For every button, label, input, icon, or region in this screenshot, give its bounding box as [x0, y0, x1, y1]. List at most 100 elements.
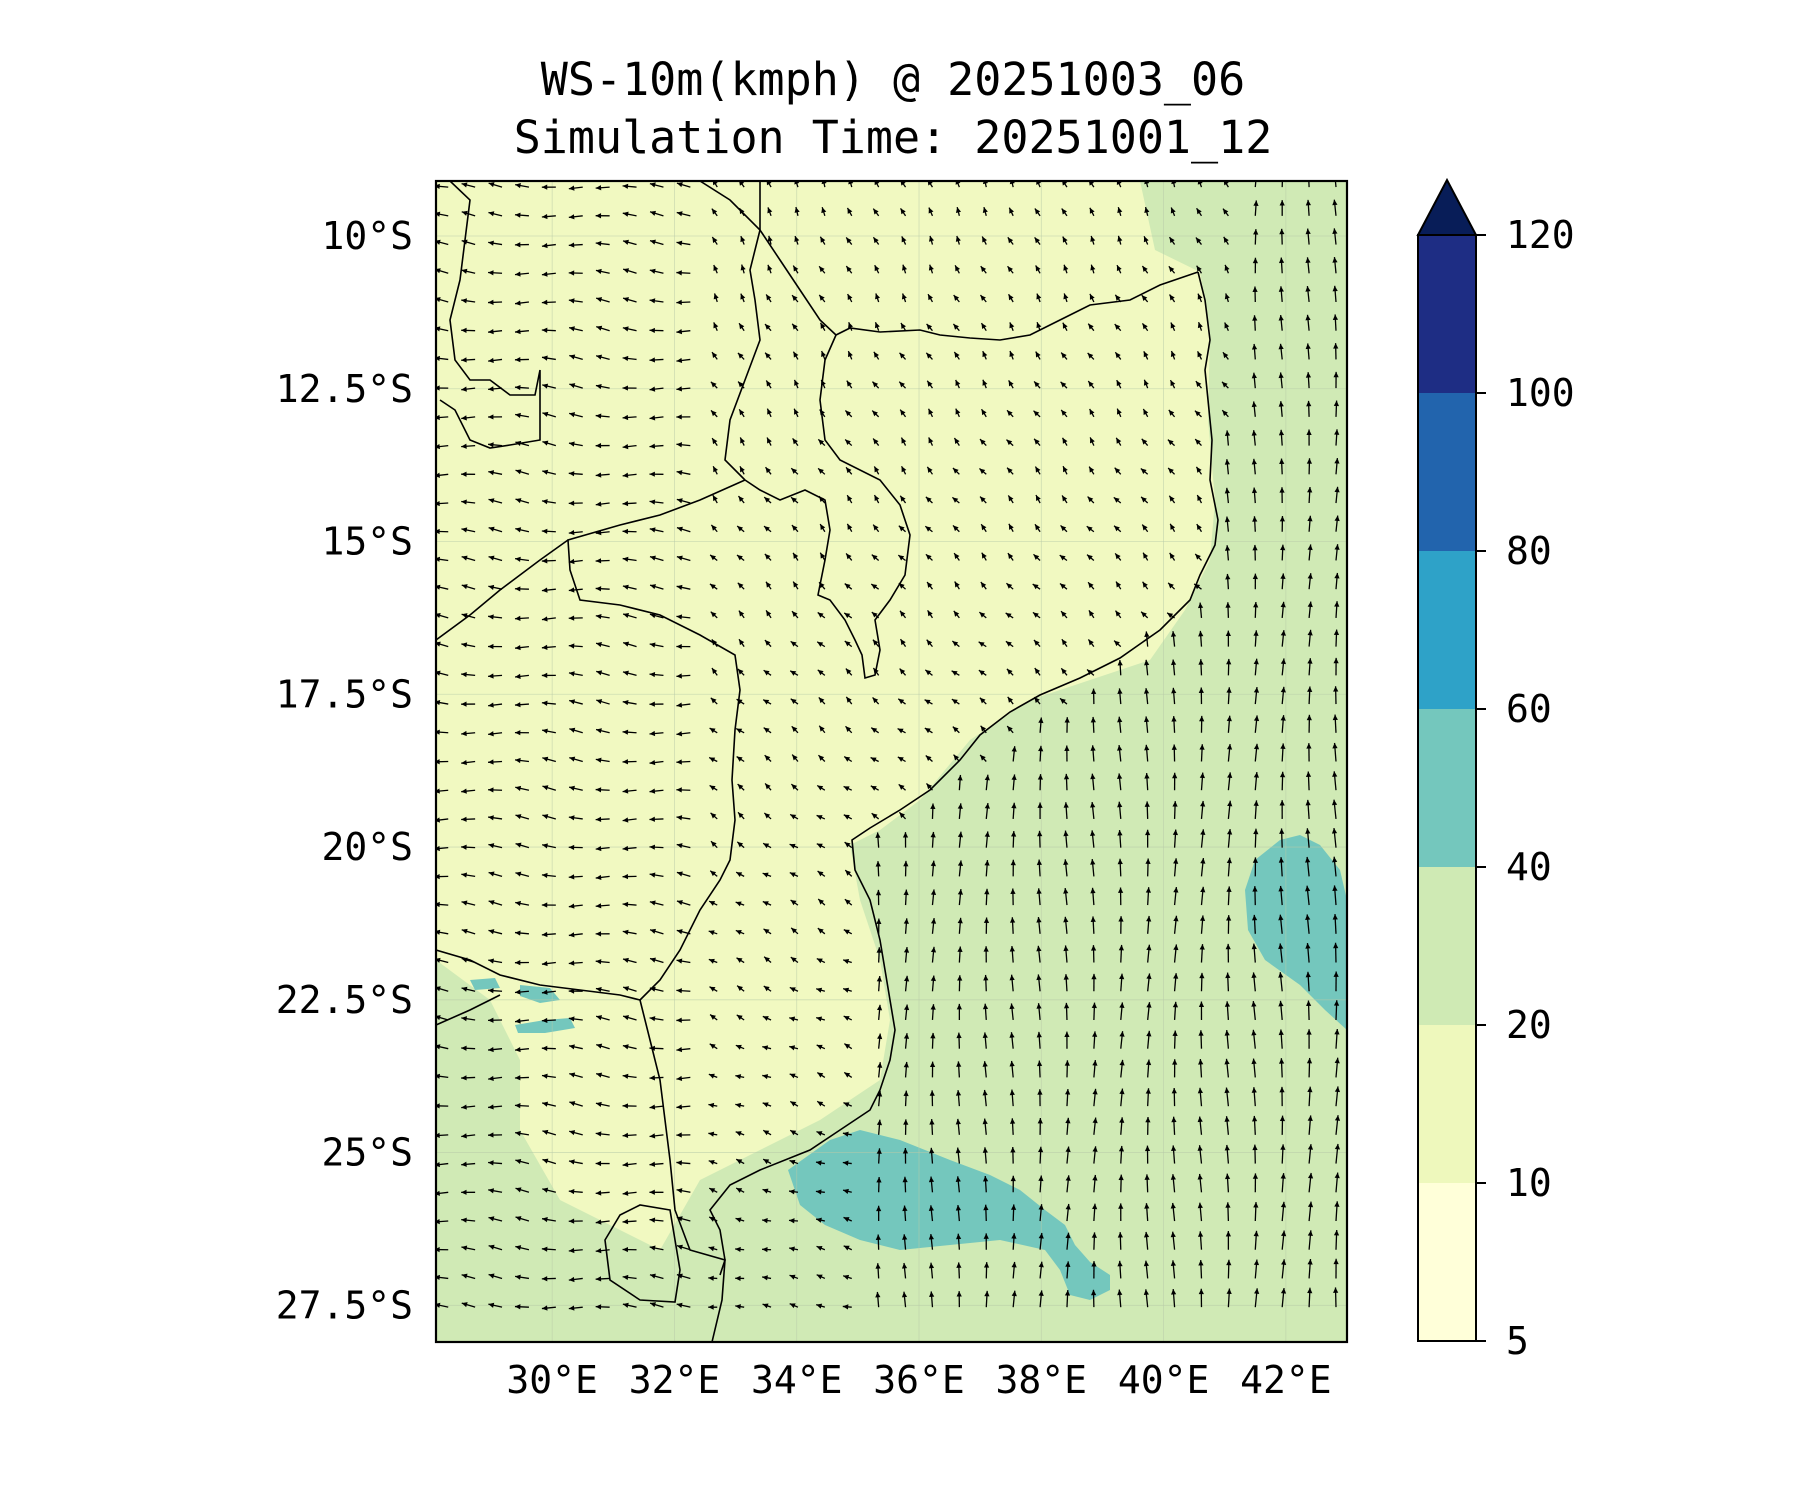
wind-vector-arrow — [622, 472, 637, 478]
wind-vector-arrow — [1278, 286, 1284, 303]
wind-vector-arrow — [1088, 610, 1095, 619]
wind-vector-arrow — [1225, 630, 1231, 647]
wind-vector-arrow — [1334, 515, 1340, 532]
wind-vector-arrow — [649, 239, 664, 246]
wind-vector-arrow — [1006, 668, 1014, 676]
wind-vector-arrow — [764, 783, 772, 791]
wind-vector-arrow — [1280, 601, 1286, 618]
wind-vector-arrow — [622, 1218, 637, 1225]
wind-vector-arrow — [789, 1016, 799, 1022]
wind-vectors — [436, 181, 1341, 1311]
wind-vector-arrow — [791, 610, 799, 619]
wind-vector-arrow — [1115, 581, 1122, 590]
wind-speed-fills — [436, 181, 1347, 1300]
wind-vector-arrow — [1007, 552, 1014, 561]
wind-vector-arrow — [1305, 943, 1311, 963]
wind-vector-arrow — [790, 899, 799, 906]
wind-vector-arrow — [1306, 1029, 1312, 1049]
wind-vector-arrow — [1063, 264, 1069, 274]
wind-vector-arrow — [676, 1132, 691, 1138]
wind-vector-arrow — [595, 472, 610, 478]
wind-vector-arrow — [1196, 494, 1203, 504]
wind-vector-arrow — [1224, 1173, 1231, 1193]
wind-vector-arrow — [649, 730, 664, 737]
map-panel — [436, 181, 1347, 1342]
colorbar-segment — [1418, 551, 1476, 709]
wind-vector-arrow — [763, 956, 772, 964]
wind-vector-arrow — [762, 1074, 772, 1080]
wind-vector-arrow — [845, 237, 853, 245]
wind-vector-arrow — [1005, 640, 1014, 648]
wind-vector-arrow — [514, 1274, 530, 1280]
wind-vector-arrow — [762, 900, 772, 907]
wind-vector-arrow — [488, 1075, 503, 1082]
wind-vector-arrow — [980, 725, 987, 734]
wind-vector-arrow — [816, 814, 826, 820]
wind-vector-arrow — [984, 860, 990, 877]
wind-vector-arrow — [736, 698, 745, 705]
wind-vector-arrow — [1059, 554, 1068, 561]
border-malawi-tanzania — [699, 181, 837, 336]
wind-vector-arrow — [1119, 1117, 1125, 1135]
wind-vector-arrow — [735, 1275, 745, 1281]
wind-vector-arrow — [872, 524, 880, 533]
wind-vector-arrow — [596, 1043, 610, 1050]
wind-vector-arrow — [790, 956, 799, 964]
wind-vector-arrow — [568, 270, 583, 276]
wind-vector-arrow — [1251, 1087, 1257, 1107]
wind-vector-arrow — [870, 727, 880, 734]
wind-vector-arrow — [1279, 771, 1286, 791]
wind-vector-arrow — [951, 670, 960, 676]
wind-vector-arrow — [1091, 1232, 1097, 1250]
wind-vector-arrow — [568, 960, 583, 966]
wind-vector-arrow — [1197, 1231, 1204, 1250]
wind-vector-arrow — [649, 527, 664, 533]
wind-vector-arrow — [1092, 1060, 1098, 1078]
wind-vector-arrow — [708, 1073, 718, 1079]
wind-vector-arrow — [924, 699, 933, 705]
wind-vector-arrow — [925, 352, 933, 360]
wind-vector-arrow — [541, 989, 556, 995]
wind-vector-arrow — [1333, 1287, 1339, 1308]
wind-vector-arrow — [955, 408, 961, 418]
wind-vector-arrow — [876, 1004, 883, 1021]
wind-vector-arrow — [928, 207, 934, 217]
wind-vector-arrow — [649, 1161, 664, 1167]
wind-vector-arrow — [1061, 638, 1068, 647]
wind-vector-arrow — [1143, 1260, 1150, 1279]
wind-vector-arrow — [1196, 207, 1203, 217]
wind-vector-arrow — [876, 1148, 882, 1164]
wind-vector-arrow — [542, 1187, 556, 1193]
wind-vector-arrow — [541, 528, 556, 534]
wind-vector-arrow — [740, 293, 746, 303]
wind-vector-arrow — [568, 671, 583, 677]
wind-vector-arrow — [902, 1205, 908, 1222]
wind-vector-arrow — [1305, 885, 1311, 906]
wind-vector-arrow — [735, 1158, 745, 1165]
border-zambia-mozambique — [567, 479, 746, 1001]
wind-vector-arrow — [515, 871, 530, 878]
wind-vector-arrow — [514, 357, 529, 363]
wind-vector-arrow — [1119, 1059, 1125, 1078]
wind-vector-arrow — [1224, 1030, 1230, 1049]
wind-vector-arrow — [981, 236, 987, 245]
wind-vector-arrow — [595, 413, 610, 419]
wind-vector-arrow — [1226, 743, 1233, 762]
wind-vector-arrow — [676, 929, 691, 935]
wind-vector-arrow — [956, 1262, 962, 1279]
wind-vector-arrow — [1087, 380, 1095, 389]
wind-vector-arrow — [488, 1188, 503, 1194]
wind-vector-arrow — [955, 1204, 962, 1222]
wind-vector-arrow — [1166, 612, 1175, 619]
wind-vector-arrow — [1224, 516, 1231, 532]
wind-vector-arrow — [736, 985, 745, 992]
wind-vector-arrow — [1038, 745, 1044, 762]
wind-vector-arrow — [461, 443, 476, 449]
wind-vector-arrow — [488, 211, 503, 217]
wind-vector-arrow — [819, 552, 826, 561]
wind-vector-arrow — [1194, 410, 1202, 418]
wind-vector-arrow — [568, 298, 583, 304]
wind-vector-arrow — [1114, 323, 1122, 332]
wind-vector-arrow — [1063, 974, 1069, 992]
